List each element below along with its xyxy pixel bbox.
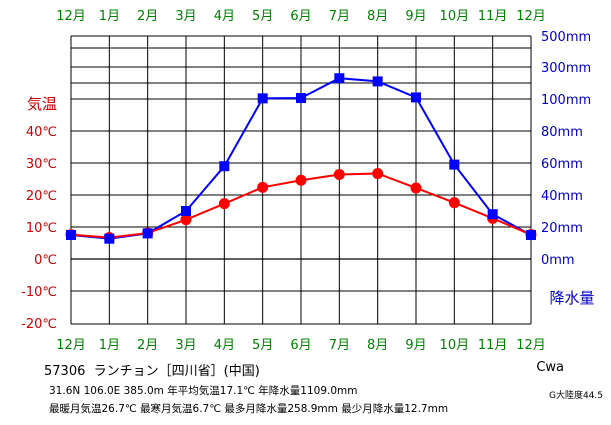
month-label: 12月 (56, 9, 86, 24)
precipitation-point (372, 76, 383, 87)
precipitation-point (296, 93, 306, 104)
month-label: 5月 (252, 338, 273, 353)
precipitation-point (334, 73, 345, 84)
month-label: 10月 (440, 338, 470, 353)
station-name: ランチョン［四川省］(中国) (93, 364, 260, 379)
month-label: 7月 (329, 9, 350, 24)
precipitation-tick-label: 40mm (541, 189, 583, 204)
precipitation-point (487, 209, 498, 220)
precipitation-tick-label: 500mm (541, 30, 591, 45)
month-label: 11月 (478, 9, 508, 24)
koppen-class: Cwa (536, 360, 564, 375)
precipitation-tick-label: 60mm (541, 157, 583, 172)
continentality-index: G大陸度44.5 (548, 391, 603, 401)
station-elevation: 385.0m (123, 385, 164, 397)
temperature-point (448, 197, 460, 209)
annual-precip: 年降水量1109.0mm (258, 385, 358, 397)
month-label: 9月 (405, 9, 426, 24)
temperature-point (333, 169, 345, 181)
precipitation-point (526, 230, 536, 240)
temperature-tick-labels: 気温 40℃ 30℃ 20℃ 10℃ 0℃ -10℃ -20℃ (21, 95, 57, 332)
annual-mean-temp: 年平均気温17.1℃ (167, 385, 255, 397)
month-label: 9月 (405, 338, 426, 353)
temperature-point (410, 182, 422, 194)
temperature-tick-label: 40℃ (26, 125, 57, 140)
precipitation-point (104, 233, 115, 244)
temperature-point (257, 181, 269, 193)
temperature-tick-label: -10℃ (21, 285, 57, 300)
station-latitude: 31.6N (49, 385, 81, 397)
precipitation-tick-label: 80mm (541, 125, 583, 140)
precipitation-axis-title: 降水量 (549, 289, 594, 307)
month-label: 6月 (290, 9, 311, 24)
temperature-point (218, 198, 230, 210)
station-longitude: 106.0E (83, 385, 121, 397)
month-label: 2月 (137, 338, 158, 353)
temperature-tick-label: 20℃ (26, 189, 57, 204)
month-label: 12月 (516, 9, 546, 24)
month-label: 5月 (252, 9, 273, 24)
month-labels-top: 12月 1月 2月 3月 4月 5月 6月 7月 8月 9月 10月 11月 12月 (56, 9, 546, 24)
month-label: 4月 (214, 338, 235, 353)
month-label: 12月 (516, 338, 546, 353)
station-extremes: 最暖月気温26.7℃ 最寒月気温6.7℃ 最多月降水量258.9mm 最少月降水… (49, 401, 448, 416)
month-label: 1月 (99, 338, 120, 353)
month-label: 6月 (290, 338, 311, 353)
temperature-tick-label: 0℃ (34, 253, 57, 268)
temperature-point (180, 214, 192, 226)
precipitation-point (66, 230, 76, 240)
precipitation-tick-label: 20mm (541, 221, 583, 236)
precipitation-point (449, 159, 460, 170)
station-id: 57306 (44, 364, 86, 379)
driest-month-precip: 最少月降水量12.7mm (341, 403, 449, 415)
month-label: 11月 (478, 338, 508, 353)
month-label: 4月 (214, 9, 235, 24)
temperature-point (295, 174, 307, 186)
temperature-tick-label: 10℃ (26, 221, 57, 236)
precipitation-point (411, 92, 421, 103)
precipitation-point (219, 161, 230, 172)
temperature-axis-title: 気温 (27, 95, 57, 113)
precipitation-tick-label: 0mm (541, 253, 575, 268)
wettest-month-precip: 最多月降水量258.9mm (224, 403, 338, 415)
month-label: 8月 (367, 9, 388, 24)
month-label: 12月 (56, 338, 86, 353)
month-label: 2月 (137, 9, 158, 24)
precipitation-tick-labels: 500mm 300mm 100mm 80mm 60mm 40mm 20mm 0mm 降水量 (541, 30, 595, 307)
month-label: 3月 (175, 9, 196, 24)
month-label: 1月 (99, 9, 120, 24)
month-labels-bottom: 12月 1月 2月 3月 4月 5月 6月 7月 8月 9月 10月 11月 12月 (56, 338, 546, 353)
month-label: 8月 (367, 338, 388, 353)
month-label: 10月 (440, 9, 470, 24)
month-label: 3月 (175, 338, 196, 353)
data-series (65, 73, 537, 244)
precipitation-tick-label: 100mm (541, 93, 591, 108)
coldest-month-temp: 最寒月気温6.7℃ (140, 403, 222, 415)
precipitation-point (257, 93, 268, 104)
station-title: 57306 ランチョン［四川省］(中国) (44, 360, 260, 379)
temperature-point (372, 168, 384, 180)
precipitation-point (181, 206, 191, 216)
month-label: 7月 (329, 338, 350, 353)
station-details: 31.6N 106.0E 385.0m 年平均気温17.1℃ 年降水量1109.… (49, 383, 357, 398)
chart-grid (70, 35, 532, 325)
temperature-tick-label: 30℃ (26, 157, 57, 172)
warmest-month-temp: 最暖月気温26.7℃ (49, 403, 137, 415)
precipitation-tick-label: 300mm (541, 61, 591, 76)
temperature-tick-label: -20℃ (21, 317, 57, 332)
precipitation-point (142, 228, 153, 239)
